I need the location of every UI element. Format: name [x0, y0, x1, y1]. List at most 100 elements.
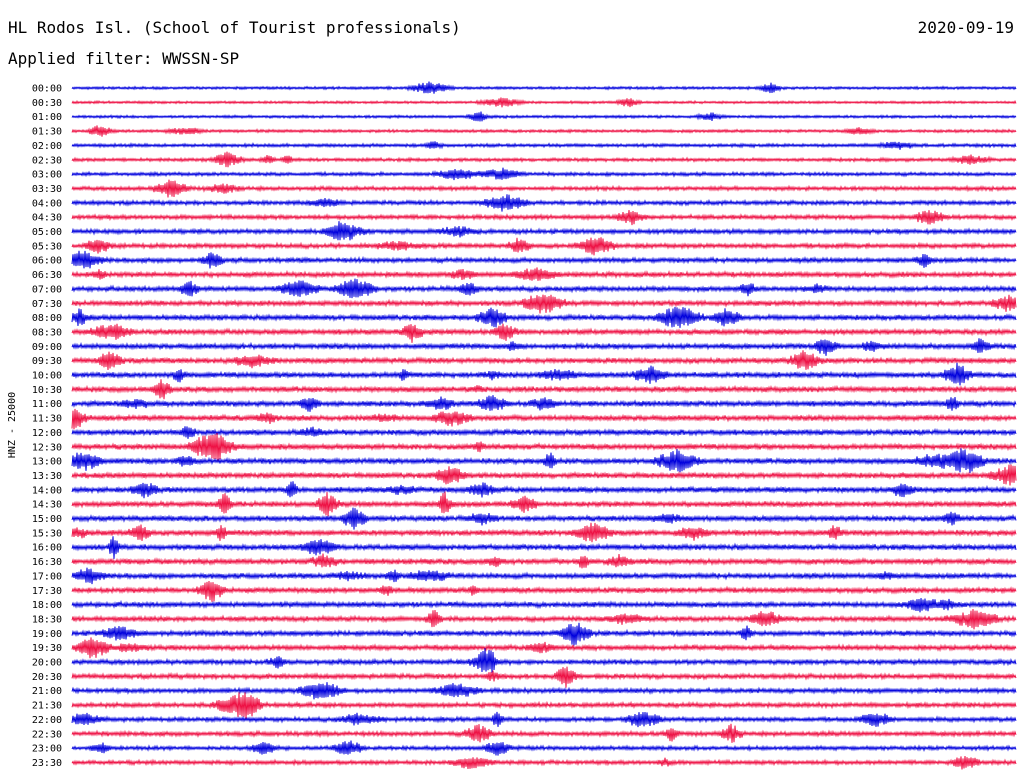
- trace-line: [71, 111, 1017, 122]
- trace-line: [71, 622, 1017, 646]
- time-label: 11:30: [32, 414, 62, 425]
- trace-line: [71, 237, 1017, 256]
- trace-line: [71, 125, 1017, 137]
- time-label: 07:30: [32, 299, 62, 310]
- trace-line: [71, 408, 1017, 430]
- time-label: 10:30: [32, 385, 62, 396]
- time-label: 19:30: [32, 643, 62, 654]
- trace-line: [71, 755, 1017, 770]
- time-label: 02:00: [32, 141, 62, 152]
- trace-line: [71, 648, 1017, 673]
- trace-line: [71, 267, 1017, 281]
- trace-line: [71, 682, 1017, 700]
- trace-line: [71, 536, 1017, 559]
- trace-line: [71, 209, 1017, 226]
- time-label: 14:30: [32, 500, 62, 511]
- time-label: 22:00: [32, 715, 62, 726]
- time-label: 15:30: [32, 528, 62, 539]
- trace-line: [71, 567, 1017, 585]
- time-label: 06:30: [32, 270, 62, 281]
- time-label: 21:00: [32, 686, 62, 697]
- trace-line: [71, 432, 1017, 461]
- time-label: 22:30: [32, 729, 62, 740]
- trace-line: [71, 448, 1017, 473]
- time-label: 17:00: [32, 571, 62, 582]
- time-label: 06:00: [32, 256, 62, 267]
- trace-line: [71, 167, 1017, 181]
- trace-line: [71, 608, 1017, 630]
- time-label: 20:00: [32, 658, 62, 669]
- time-label: 09:30: [32, 356, 62, 367]
- time-label: 23:00: [32, 744, 62, 755]
- time-label: 03:30: [32, 184, 62, 195]
- channel-label: HNZ - 25000: [7, 392, 18, 458]
- time-label: 03:00: [32, 170, 62, 181]
- trace-line: [71, 426, 1017, 439]
- trace-line: [71, 666, 1017, 688]
- time-label: 02:30: [32, 155, 62, 166]
- time-label: 05:00: [32, 227, 62, 238]
- trace-line: [71, 323, 1017, 343]
- time-label: 00:00: [32, 84, 62, 95]
- trace-line: [71, 294, 1017, 314]
- time-label: 17:30: [32, 586, 62, 597]
- time-label: 05:30: [32, 241, 62, 252]
- trace-group: [71, 81, 1017, 770]
- trace-line: [71, 151, 1017, 168]
- trace-line: [71, 491, 1017, 517]
- filter-label: Applied filter: WWSSN-SP: [8, 49, 240, 68]
- trace-line: [71, 379, 1017, 400]
- time-label: 18:00: [32, 600, 62, 611]
- time-label: 20:30: [32, 672, 62, 683]
- trace-line: [71, 179, 1017, 198]
- trace-line: [71, 278, 1017, 299]
- time-label: 23:30: [32, 758, 62, 769]
- trace-line: [71, 740, 1017, 756]
- trace-line: [71, 194, 1017, 212]
- trace-line: [71, 481, 1017, 499]
- time-label: 15:00: [32, 514, 62, 525]
- time-label: 13:30: [32, 471, 62, 482]
- trace-line: [71, 580, 1017, 602]
- time-label: 12:00: [32, 428, 62, 439]
- time-label: 12:30: [32, 442, 62, 453]
- trace-line: [71, 350, 1017, 371]
- time-label: 01:30: [32, 127, 62, 138]
- trace-line: [71, 306, 1017, 328]
- trace-line: [71, 97, 1017, 108]
- time-label: 08:00: [32, 313, 62, 324]
- time-label: 14:00: [32, 485, 62, 496]
- time-label: 18:30: [32, 614, 62, 625]
- time-label-group: 00:00 00:30 01:00 01:30 02:00 02:30 03:00 03:30…: [32, 84, 62, 769]
- time-label: 16:30: [32, 557, 62, 568]
- time-label: 09:00: [32, 342, 62, 353]
- time-label: 04:30: [32, 213, 62, 224]
- trace-line: [71, 464, 1017, 486]
- time-label: 07:00: [32, 284, 62, 295]
- trace-line: [71, 723, 1017, 743]
- trace-line: [71, 637, 1017, 659]
- time-label: 16:00: [32, 543, 62, 554]
- time-label: 00:30: [32, 98, 62, 109]
- station-title: HL Rodos Isl. (School of Tourist profess…: [8, 18, 461, 37]
- trace-line: [71, 141, 1017, 150]
- trace-line: [71, 507, 1017, 530]
- trace-line: [71, 81, 1017, 94]
- trace-line: [71, 711, 1017, 728]
- time-label: 01:00: [32, 112, 62, 123]
- record-date: 2020-09-19: [917, 18, 1014, 37]
- time-label: 08:30: [32, 327, 62, 338]
- time-label: 11:00: [32, 399, 62, 410]
- time-label: 04:00: [32, 198, 62, 209]
- time-label: 10:00: [32, 371, 62, 382]
- time-label: 13:00: [32, 457, 62, 468]
- trace-line: [71, 250, 1017, 269]
- trace-line: [71, 522, 1017, 543]
- trace-line: [71, 221, 1017, 241]
- time-label: 21:30: [32, 701, 62, 712]
- trace-line: [71, 553, 1017, 569]
- time-label: 19:00: [32, 629, 62, 640]
- trace-line: [71, 598, 1017, 613]
- trace-line: [71, 338, 1017, 356]
